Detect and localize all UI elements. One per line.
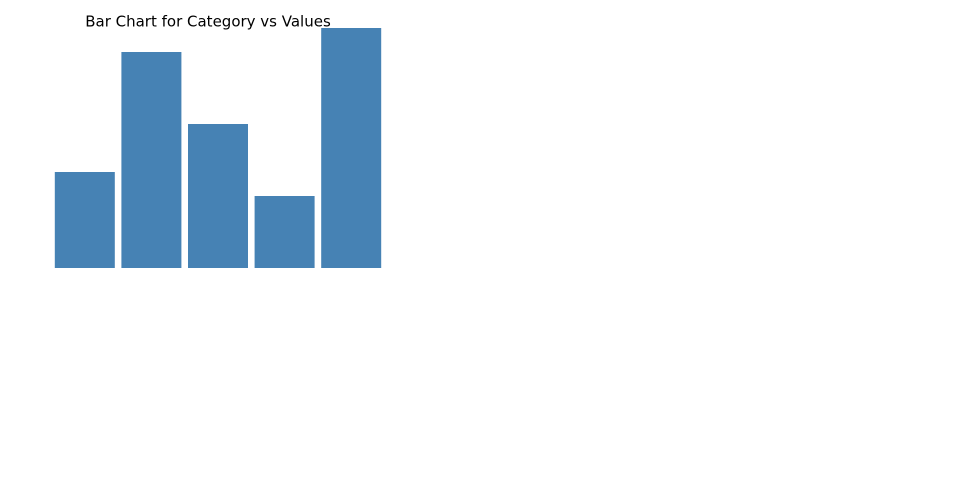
- bar: [54, 172, 115, 268]
- bar: [188, 124, 248, 268]
- bar: [121, 52, 182, 268]
- bar: [254, 196, 315, 268]
- chart-title: Bar Chart for Category vs Values: [85, 13, 331, 31]
- bar: [321, 28, 382, 268]
